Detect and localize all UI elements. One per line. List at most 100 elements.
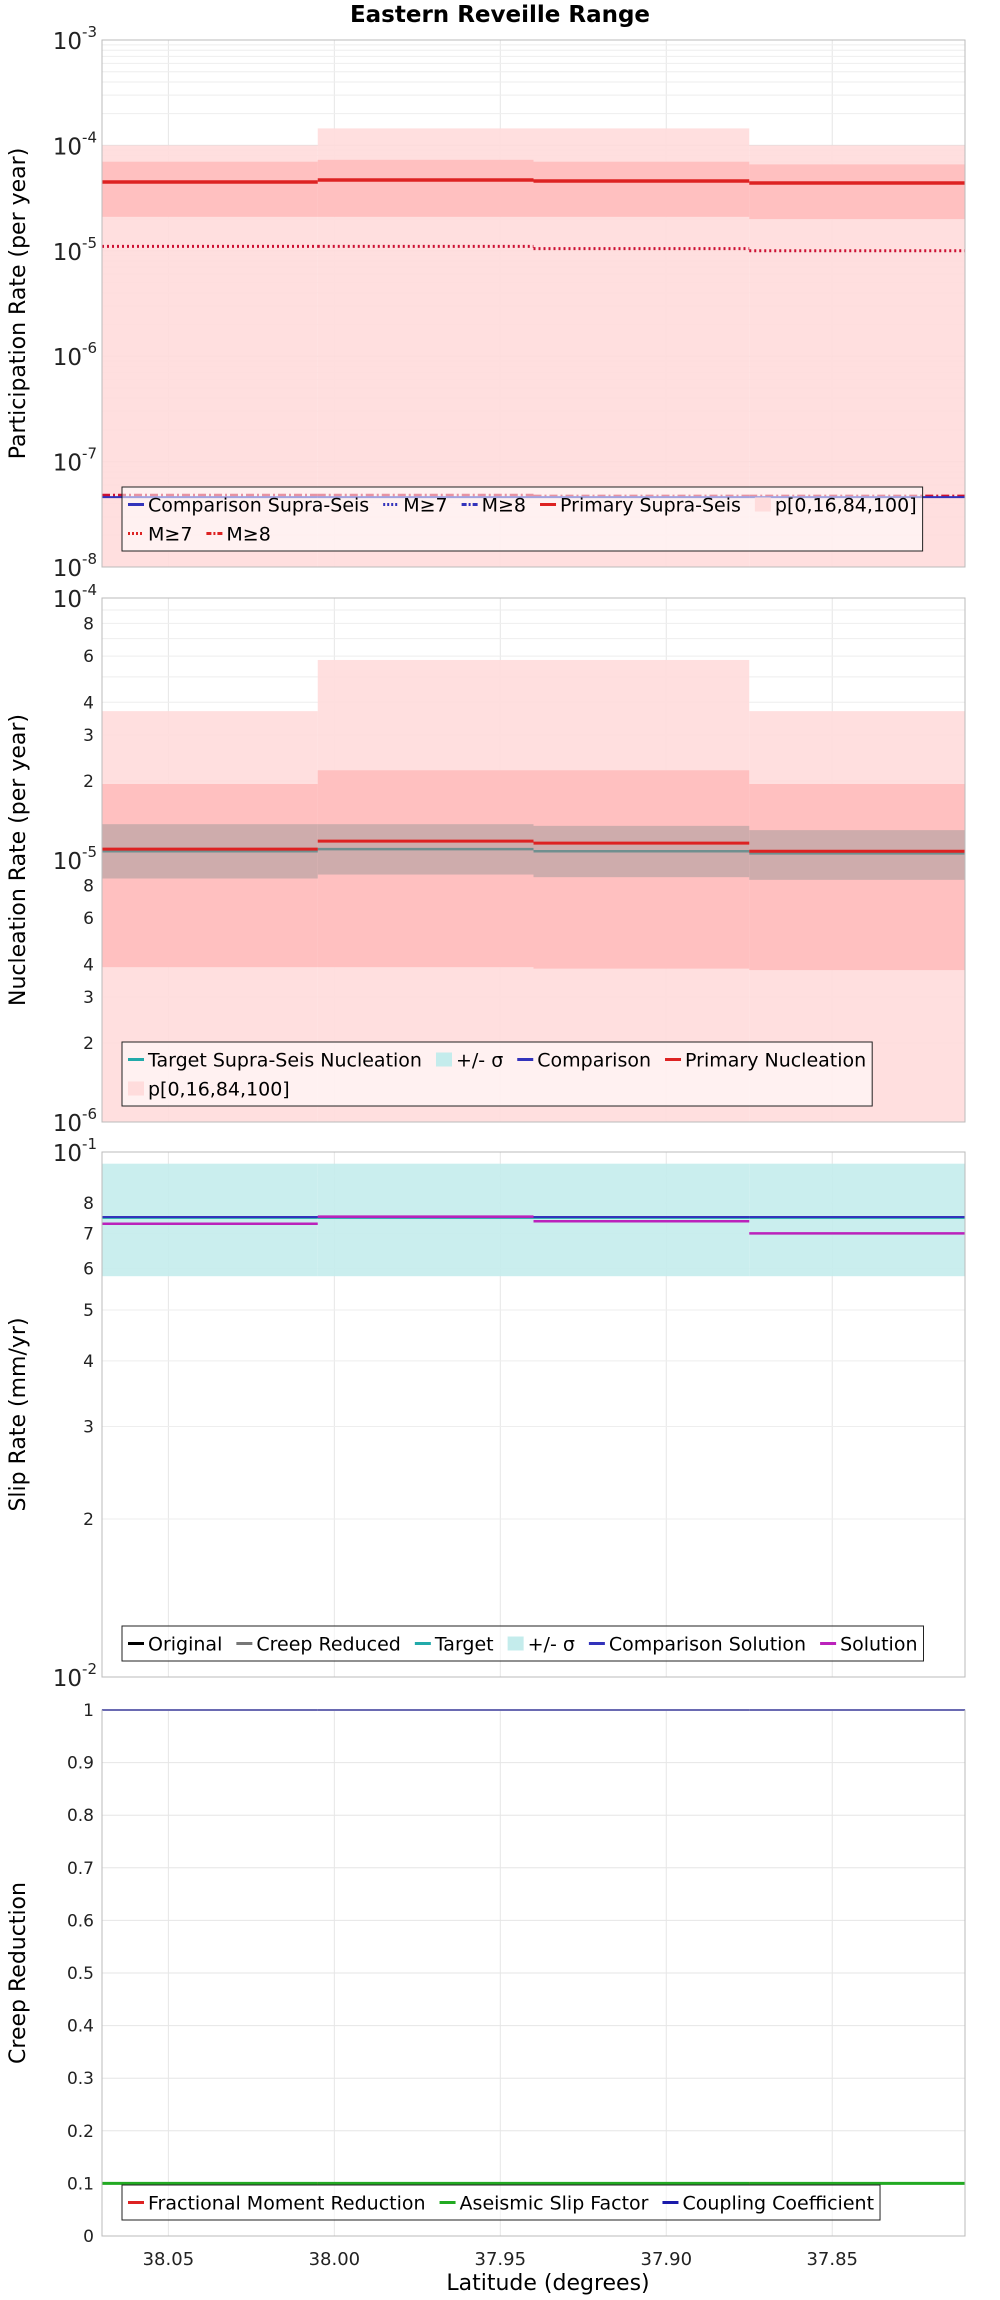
band-1-segment [533, 1163, 750, 1277]
y-tick-label: 10-4 [53, 581, 97, 613]
y-tick-label: 10-2 [53, 1660, 97, 1692]
legend-label: p[0,16,84,100] [148, 1079, 290, 1101]
plot-frame [101, 1709, 966, 2237]
y-tick-label: 6 [83, 1259, 94, 1279]
legend-label: Fractional Moment Reduction [148, 2193, 426, 2215]
plot-frame [101, 39, 966, 568]
y-tick-label: 3 [83, 988, 94, 1008]
band-1-segment [317, 1163, 534, 1277]
legend-label: Creep Reduced [256, 1634, 400, 1656]
chart-panel-3: 10-1 8 7 6 5 4 3 2 10-2 Slip Rate (mm/yr) Original… [6, 1135, 966, 1692]
band-2-segment [749, 164, 965, 220]
y-tick-label: 10-5 [53, 843, 97, 875]
y-tick-label: 10-5 [53, 234, 97, 266]
legend-swatch [435, 1052, 452, 1067]
x-tick-label: 37.85 [806, 2249, 858, 2270]
y-tick-label: 0.8 [67, 1806, 94, 1826]
y-tick-label: 10-8 [53, 550, 97, 582]
y-tick-label: 0.6 [67, 1911, 94, 1931]
y-tick-label: 10-4 [53, 128, 97, 160]
y-tick-label: 2 [83, 1510, 94, 1530]
band-2-segment [533, 161, 750, 217]
y-tick-label: 3 [83, 1418, 94, 1438]
y-tick-label: 6 [83, 909, 94, 929]
legend-label: Solution [840, 1634, 917, 1656]
band-2-segment [317, 159, 534, 217]
y-tick-label: 10-3 [53, 23, 97, 55]
legend-label: Original [148, 1634, 222, 1656]
legend-box [121, 2184, 881, 2221]
legend-label: Comparison [537, 1050, 651, 1072]
legend-swatch [128, 1081, 144, 1096]
y-tick-label: 1 [83, 1701, 94, 1721]
y-tick-label: 0.7 [67, 1859, 94, 1879]
legend-swatch [507, 1636, 524, 1651]
x-tick-label: 37.95 [475, 2249, 527, 2270]
chart-panel-1: 10-3 10-4 10-5 10-6 10-7 10-8 Participation Ra… [6, 23, 966, 582]
legend-label: +/- σ [456, 1050, 503, 1072]
y-tick-label: 0.1 [67, 2174, 94, 2194]
y-tick-label: 3 [83, 726, 94, 746]
y-tick-label: 10-1 [53, 1135, 97, 1167]
legend-box [121, 1041, 873, 1107]
band-2-segment [102, 161, 318, 217]
legend-label: +/- σ [528, 1634, 575, 1656]
legend-label: Target [434, 1634, 494, 1656]
band-1-segment [102, 1163, 318, 1277]
legend: Fractional Moment Reduction Aseismic Slip… [121, 2184, 881, 2221]
y-axis-label: Creep Reduction [6, 1882, 31, 2064]
x-tick-label: 37.90 [641, 2249, 693, 2270]
y-tick-label: 10-6 [53, 339, 97, 371]
legend-label: p[0,16,84,100] [775, 495, 917, 517]
y-axis-label: Slip Rate (mm/yr) [6, 1317, 31, 1511]
x-tick-label: 38.00 [309, 2249, 361, 2270]
y-tick-label: 2 [83, 772, 94, 792]
legend-label: M≥7 [403, 495, 447, 517]
grid [102, 1709, 965, 2237]
legend: Target Supra-Seis Nucleation +/- σ Compari… [121, 1041, 873, 1107]
legend-label: Target Supra-Seis Nucleation [147, 1050, 422, 1072]
y-tick-label: 4 [83, 955, 94, 975]
y-tick-label: 0.2 [67, 2122, 94, 2142]
legend-label: Coupling Coefficient [682, 2193, 874, 2215]
legend-label: Primary Supra-Seis [560, 495, 741, 517]
y-tick-label: 4 [83, 693, 94, 713]
legend-label: M≥8 [482, 495, 526, 517]
y-axis-label: Nucleation Rate (per year) [6, 714, 31, 1006]
y-tick-label: 0.4 [67, 2017, 94, 2037]
y-tick-label: 0.3 [67, 2069, 94, 2089]
legend: Original Creep Reduced Target +/- σ Comparis… [121, 1625, 924, 1662]
y-tick-label: 2 [83, 1034, 94, 1054]
y-tick-label: 5 [83, 1301, 94, 1321]
y-tick-label: 0.5 [67, 1964, 94, 1984]
y-tick-label: 8 [83, 876, 94, 896]
y-tick-label: 6 [83, 647, 94, 667]
plot-frame [101, 597, 966, 1123]
y-tick-label: 8 [83, 614, 94, 634]
chart-panel-4: 1 0.9 0.8 0.7 0.6 0.5 0.4 0.3 0.2 0.1 0 Creep Reduc… [6, 1701, 966, 2247]
plot-frame [101, 1151, 966, 1678]
y-axis-label: Participation Rate (per year) [6, 148, 31, 460]
legend-swatch [754, 497, 771, 512]
legend-label: M≥7 [148, 524, 192, 546]
legend-label: Aseismic Slip Factor [460, 2193, 649, 2215]
legend-label: Comparison Solution [609, 1634, 806, 1656]
y-tick-label: 7 [83, 1224, 94, 1244]
y-tick-label: 0.9 [67, 1754, 94, 1774]
band-3-segment [749, 830, 965, 880]
y-tick-label: 10-7 [53, 445, 97, 477]
x-axis-label: Latitude (degrees) [446, 2271, 649, 2296]
y-tick-label: 4 [83, 1352, 94, 1372]
legend-label: Primary Nucleation [685, 1050, 866, 1072]
legend-box [121, 486, 924, 552]
band-1-segment [749, 1163, 965, 1277]
y-tick-label: 8 [83, 1194, 94, 1214]
y-tick-label: 0 [83, 2227, 94, 2247]
x-tick-label: 38.05 [143, 2249, 195, 2270]
y-tick-label: 10-6 [53, 1105, 97, 1137]
legend: Comparison Supra-Seis M≥7 M≥8 Primary Supra… [121, 486, 924, 552]
figure-title: Eastern Reveille Range [350, 2, 650, 28]
legend-label: M≥8 [226, 524, 270, 546]
